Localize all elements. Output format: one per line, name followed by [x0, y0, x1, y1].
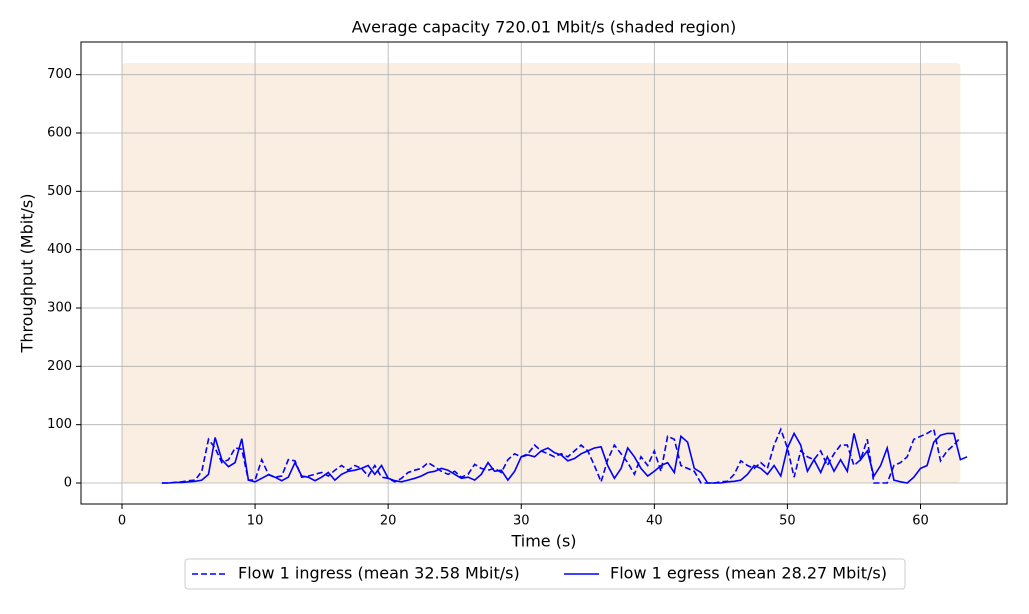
y-tick-label: 500 [47, 184, 72, 199]
y-tick-label: 200 [47, 359, 72, 374]
x-tick-label: 10 [247, 514, 264, 529]
legend-label: Flow 1 egress (mean 28.27 Mbit/s) [610, 564, 887, 583]
legend-box [184, 558, 906, 590]
y-tick-label: 400 [47, 242, 72, 257]
chart-title: Average capacity 720.01 Mbit/s (shaded r… [352, 18, 737, 37]
y-tick-label: 300 [47, 301, 72, 316]
x-tick-label: 30 [513, 514, 530, 529]
y-axis-label: Throughput (Mbit/s) [18, 194, 37, 354]
shaded-region [121, 62, 961, 483]
legend-label: Flow 1 ingress (mean 32.58 Mbit/s) [238, 564, 520, 583]
x-tick-label: 50 [779, 514, 796, 529]
x-tick-label: 20 [380, 514, 397, 529]
y-tick-label: 600 [47, 126, 72, 141]
x-axis-label: Time (s) [510, 532, 576, 551]
series-line [161, 431, 968, 484]
y-tick-label: 100 [47, 417, 72, 432]
x-tick-label: 40 [646, 514, 663, 529]
y-tick-label: 700 [47, 67, 72, 82]
series-line [161, 427, 962, 485]
y-tick-label: 0 [64, 476, 72, 491]
x-tick-label: 60 [912, 514, 929, 529]
plot-frame [80, 41, 1008, 505]
x-tick-label: 0 [118, 514, 126, 529]
